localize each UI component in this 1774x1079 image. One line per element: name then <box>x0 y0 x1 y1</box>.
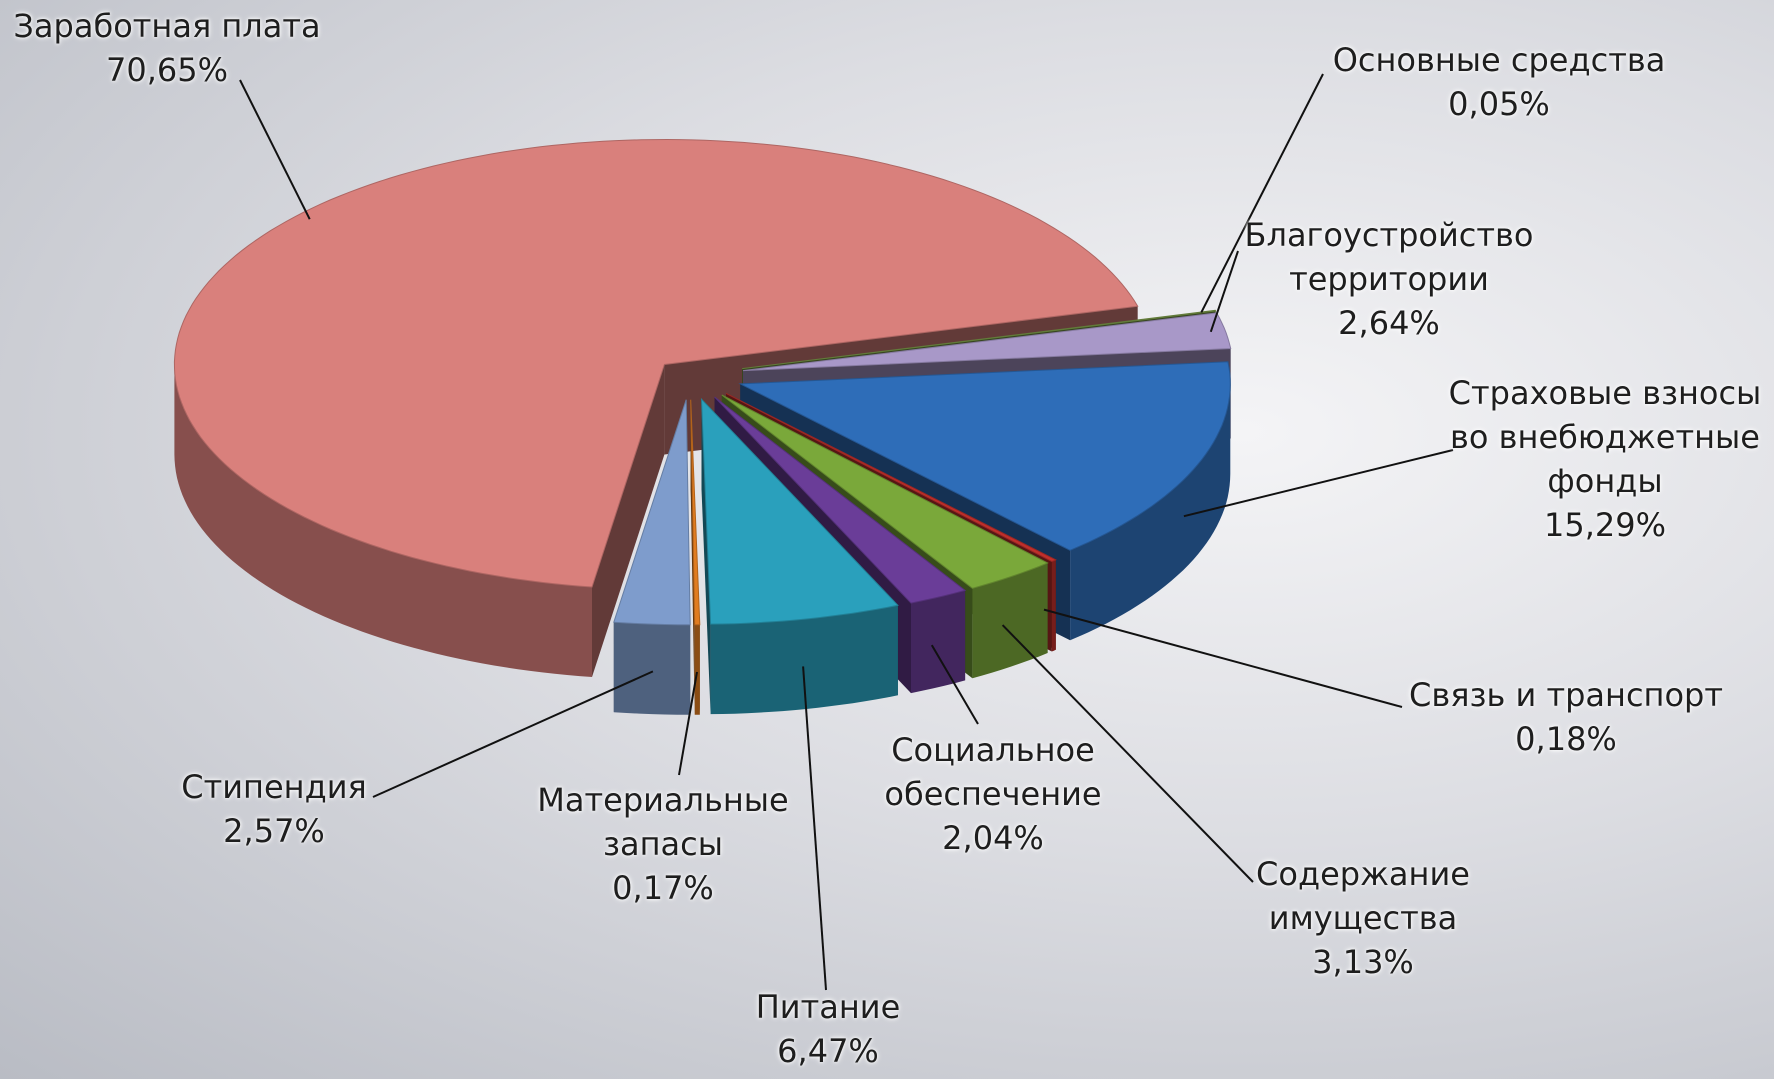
label-name: Содержание имущества <box>1256 855 1470 937</box>
label-name: Стипендия <box>181 768 367 806</box>
data-label: Социальное обеспечение 2,04% <box>873 728 1113 860</box>
label-value: 2,57% <box>223 812 325 850</box>
slice-side <box>592 364 665 677</box>
label-value: 2,64% <box>1338 304 1440 342</box>
label-name: Благоустройство территории <box>1244 216 1534 298</box>
slice <box>738 361 1231 551</box>
label-name: Социальное обеспечение <box>884 731 1102 813</box>
data-label: Страховые взносы во внебюджетные фонды 15… <box>1440 371 1770 547</box>
slice-wall <box>972 563 1048 679</box>
leader-line <box>1200 73 1324 313</box>
slice <box>714 396 967 604</box>
label-name: Заработная плата <box>13 7 321 45</box>
leader-line <box>1001 624 1254 883</box>
slice <box>700 397 899 625</box>
slice <box>721 394 1049 589</box>
label-value: 6,47% <box>777 1032 879 1070</box>
slice-wall <box>1070 383 1231 641</box>
slice <box>725 392 1057 563</box>
data-label: Содержание имущества 3,13% <box>1243 852 1483 984</box>
slice-wall <box>710 605 898 715</box>
data-label: Стипендия 2,57% <box>124 765 424 853</box>
leader-line <box>1209 250 1239 333</box>
label-name: Страховые взносы во внебюджетные фонды <box>1448 374 1762 500</box>
leader-line <box>372 670 654 798</box>
data-label: Благоустройство территории 2,64% <box>1239 213 1539 345</box>
label-name: Основные средства <box>1332 41 1666 79</box>
slice <box>690 399 701 626</box>
leader-line <box>930 644 979 725</box>
label-name: Материальные запасы <box>537 781 789 863</box>
leader-line <box>678 671 698 776</box>
label-name: Питание <box>755 988 901 1026</box>
data-label: Материальные запасы 0,17% <box>533 778 793 910</box>
leader-line <box>239 79 311 220</box>
label-value: 15,29% <box>1543 506 1666 544</box>
leader-line <box>1043 608 1403 708</box>
slice-wall <box>174 364 592 677</box>
slice-wall <box>1051 559 1056 652</box>
data-label: Основные средства 0,05% <box>1259 38 1739 126</box>
data-label: Заработная плата 70,65% <box>0 4 337 92</box>
label-value: 0,17% <box>612 869 714 907</box>
slice <box>173 138 1139 588</box>
label-name: Связь и транспорт <box>1409 676 1723 714</box>
slice-wall <box>911 590 966 694</box>
leader-line <box>1183 449 1454 518</box>
slice <box>742 309 1217 370</box>
data-label: Связь и транспорт 0,18% <box>1366 673 1766 761</box>
label-value: 0,05% <box>1448 85 1550 123</box>
label-value: 2,04% <box>942 819 1044 857</box>
label-value: 3,13% <box>1312 943 1414 981</box>
slice-wall <box>694 624 700 715</box>
label-value: 70,65% <box>105 51 228 89</box>
slice-wall <box>613 622 691 715</box>
slice <box>742 312 1232 372</box>
data-label: Питание 6,47% <box>678 985 978 1073</box>
label-value: 0,18% <box>1515 720 1617 758</box>
slice <box>613 399 691 626</box>
slice-side <box>701 399 711 715</box>
leader-line <box>802 666 827 991</box>
